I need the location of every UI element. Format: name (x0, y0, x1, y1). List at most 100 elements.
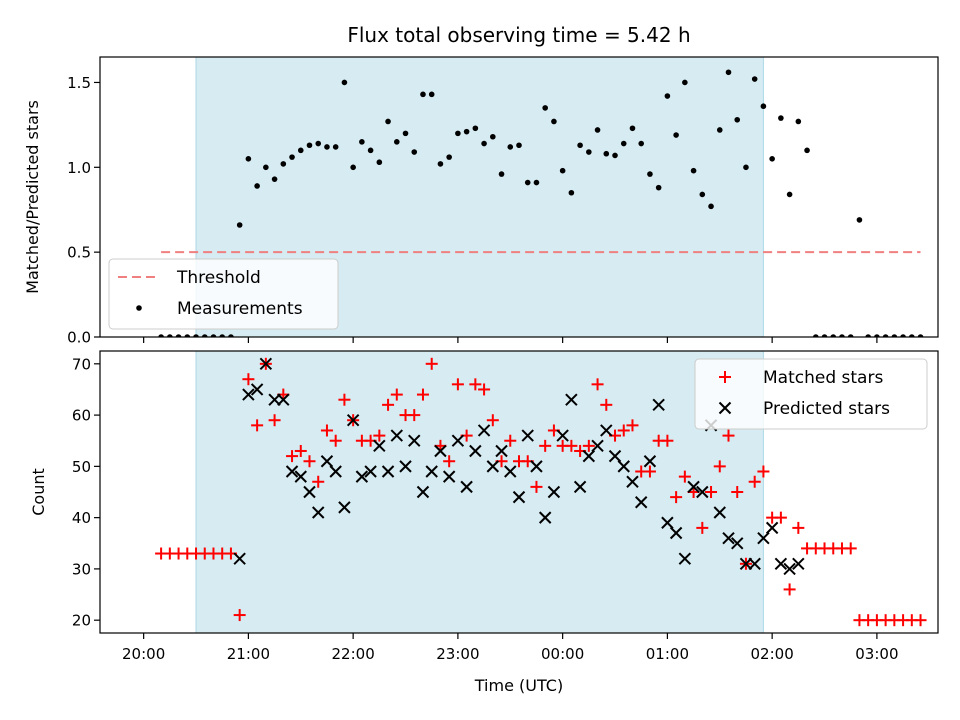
x-b (451, 434, 465, 447)
predicted-star-point (355, 470, 369, 483)
y-tick-label: 1.5 (67, 74, 91, 92)
measurement-point (533, 179, 540, 186)
measurement-point (324, 144, 330, 150)
bottom-x-ticks: 20:00 21:00 22:00 23:00 00:00 01:00 02:00 03:00 (122, 633, 899, 663)
predicted-star-point (373, 439, 386, 453)
matched-star-point (303, 455, 316, 468)
matched-star-point (373, 429, 386, 442)
measurement-point (577, 142, 583, 149)
predicted-star-point (399, 460, 412, 473)
x-tick-label: 20:00 (122, 645, 165, 663)
predicted-star-point (451, 434, 465, 447)
measurement-point (393, 139, 400, 145)
x-b (635, 496, 648, 509)
x-tick-label: 01:00 (646, 645, 689, 663)
measurement-point (882, 334, 889, 337)
legend-label: Measurements (177, 299, 303, 319)
measurement-point (428, 91, 435, 98)
matched-star-point (783, 583, 796, 596)
legend-box (108, 258, 339, 330)
measurement-point (664, 93, 671, 99)
x-b (696, 485, 709, 499)
measurement-point (376, 159, 383, 166)
predicted-star-point (600, 424, 613, 437)
measurement-point (271, 176, 278, 182)
predicted-star-point (687, 480, 700, 494)
predicted-star-point (242, 388, 255, 401)
bottom-axes-frame (99, 350, 939, 634)
measurement-point (332, 144, 339, 150)
top-x-ticks (143, 337, 878, 343)
bottom-panel: 20 30 40 50 60 70 20:00 21:00 22:00 23:00 00:00 01:… (72, 350, 939, 663)
measurement-point (446, 154, 452, 160)
measurement-point (315, 140, 322, 147)
measurement-point (839, 334, 845, 337)
x-b (399, 460, 412, 473)
top-y-axis-label: Matched/Predicted stars (23, 100, 42, 294)
predicted-star-point (530, 460, 543, 473)
x-b (329, 465, 342, 478)
x-b (748, 557, 761, 570)
bottom-plot-area (155, 351, 927, 633)
x-b (582, 449, 596, 463)
predicted-star-point (731, 537, 744, 550)
measurement-point (682, 79, 688, 86)
measurement-point (743, 164, 749, 171)
measurement-point (245, 156, 252, 162)
x-b (512, 490, 526, 504)
x-tick-label: 22:00 (332, 645, 375, 663)
measurement-point (175, 334, 182, 337)
x-b (312, 506, 325, 519)
measurement-point (437, 161, 444, 167)
x-b (757, 531, 770, 545)
predicted-star-point (565, 393, 578, 406)
x-tick-label: 02:00 (751, 645, 794, 663)
predicted-star-point (469, 444, 482, 458)
predicted-star-point (512, 490, 526, 504)
measurement-point (673, 132, 679, 138)
x-b (792, 557, 805, 570)
x-b (355, 470, 369, 483)
matched-star-point (329, 434, 342, 447)
predicted-star-point (460, 480, 473, 494)
measurement-point (586, 149, 592, 155)
x-tick-label: 23:00 (436, 645, 479, 663)
x-b (608, 449, 622, 463)
measurement-point (463, 128, 470, 135)
matched-star-point (268, 414, 281, 427)
matched-star-point (286, 450, 299, 463)
measurement-point (917, 334, 924, 337)
measurement-point (769, 156, 775, 162)
predicted-star-point (442, 470, 456, 483)
matched-star-point (451, 378, 464, 391)
measurement-point (612, 152, 618, 159)
predicted-star-point (504, 465, 517, 478)
predicted-star-point (390, 429, 403, 442)
x-b (573, 480, 587, 494)
predicted-star-point (346, 414, 360, 427)
matched-star-point (591, 378, 604, 391)
measurement-point (690, 167, 697, 174)
matched-star-point (251, 419, 264, 432)
predicted-star-point (277, 393, 290, 406)
x-b (530, 460, 543, 473)
matched-star-point (757, 465, 770, 478)
x-b (442, 470, 456, 483)
measurement-point (847, 334, 854, 337)
y-tick-label: 70 (72, 355, 91, 373)
bottom-y-ticks: 20 30 40 50 60 70 (72, 355, 100, 630)
measurement-point (280, 161, 287, 167)
measurement-point (821, 334, 828, 337)
x-b (477, 424, 491, 437)
measurement-point (629, 125, 636, 132)
x-b (669, 526, 683, 540)
x-b (600, 424, 613, 437)
measurement-point (524, 179, 531, 186)
x-axis-label: Time (UTC) (474, 676, 563, 695)
measurement-point (830, 334, 837, 337)
x-b (617, 460, 630, 473)
predicted-star-point (608, 449, 622, 463)
x-b (460, 480, 473, 494)
y-tick-label: 30 (72, 560, 91, 578)
matched-star-point (678, 470, 691, 483)
